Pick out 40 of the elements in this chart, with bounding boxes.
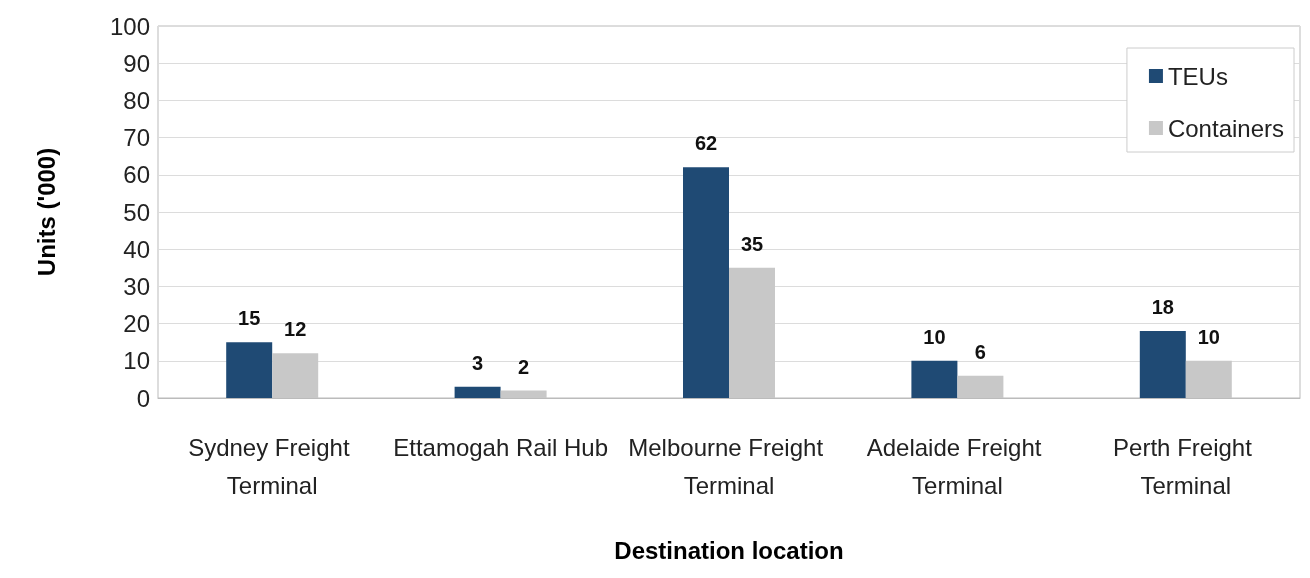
y-tick-label: 10 [123, 347, 150, 375]
data-label: 6 [974, 340, 986, 363]
data-label: 2 [518, 355, 530, 378]
bar [454, 386, 501, 398]
legend-label: Containers [1167, 114, 1284, 142]
data-label: 35 [740, 232, 764, 255]
bar [272, 353, 319, 398]
x-tick-label: Melbourne Freight Terminal [628, 433, 830, 499]
y-tick-label: 0 [136, 384, 150, 412]
x-tick-label: Sydney Freight Terminal [188, 433, 357, 499]
bar [1139, 331, 1186, 398]
x-tick-label: Perth Freight Terminal [1113, 433, 1259, 499]
data-label: 10 [923, 325, 946, 348]
x-axis-title: Destination location [614, 536, 844, 564]
bar [957, 375, 1004, 398]
data-label: 62 [694, 132, 718, 155]
y-tick-label: 20 [123, 310, 150, 338]
bar [683, 167, 729, 398]
y-tick-label: 100 [109, 12, 150, 40]
bar [911, 360, 958, 398]
data-label: 15 [238, 307, 261, 330]
data-label: 10 [1197, 325, 1220, 348]
y-tick-label: 90 [123, 49, 150, 77]
x-tick-label: Ettamogah Rail Hub [393, 433, 608, 461]
bar [729, 267, 775, 398]
bar [1185, 360, 1232, 398]
bar [500, 390, 547, 398]
bar [226, 342, 273, 398]
data-label: 12 [284, 318, 307, 341]
y-tick-label: 50 [123, 198, 150, 226]
legend-label: TEUs [1167, 62, 1228, 90]
y-tick-label: 30 [123, 272, 150, 300]
data-label: 18 [1151, 296, 1174, 319]
y-tick-label: 70 [123, 124, 150, 152]
y-axis-title: Units ('000) [32, 147, 60, 277]
y-tick-label: 60 [123, 161, 150, 189]
y-tick-label: 80 [123, 86, 150, 114]
x-tick-label: Adelaide Freight Terminal [866, 433, 1049, 499]
data-label: 3 [472, 351, 484, 374]
y-tick-label: 40 [123, 235, 150, 263]
